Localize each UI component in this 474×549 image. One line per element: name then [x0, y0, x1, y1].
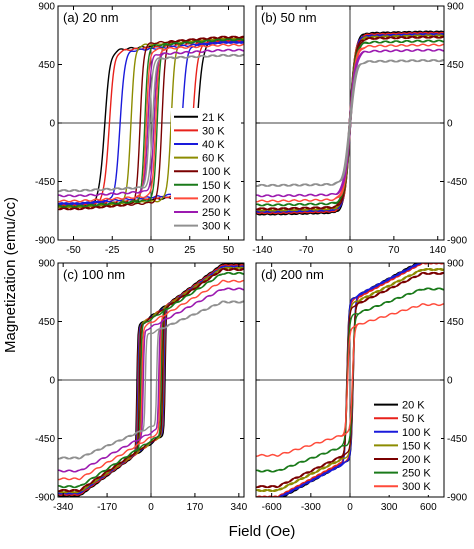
y-tick-label: 0 [447, 376, 453, 387]
x-tick-label: 70 [388, 245, 400, 256]
series-line-s4 [256, 35, 444, 211]
shared-x-axis-label: Field (Oe) [229, 523, 296, 540]
x-tick-label: 340 [230, 502, 247, 513]
panel-title: (d) 200 nm [261, 267, 324, 282]
panel-title: (a) 20 nm [63, 10, 119, 25]
x-tick-label: 0 [148, 502, 154, 513]
curves [256, 263, 444, 497]
series-line-100k [258, 263, 443, 497]
curves [58, 35, 244, 211]
x-tick-label: -170 [97, 502, 117, 513]
y-tick-label: 450 [447, 60, 464, 71]
y-tick-label: -450 [35, 434, 55, 445]
legend-label: 300 K [202, 221, 231, 233]
legend-label: 150 K [202, 180, 231, 192]
series-line-s5 [256, 39, 444, 207]
panel-4: -600 -300 0 300 600 -900 -450 0 450 900 (d) 200 nm… [255, 259, 467, 513]
legend-label: 50 K [402, 413, 425, 425]
x-tick-label: -25 [105, 245, 120, 256]
y-tick-label: 0 [49, 119, 55, 130]
series-line-s4 [58, 268, 244, 492]
legend-label: 150 K [402, 440, 431, 452]
y-tick-label: 900 [447, 2, 464, 13]
y-tick-label: -450 [35, 177, 55, 188]
y-tick-label: 450 [38, 60, 55, 71]
series-line-300k [58, 53, 244, 193]
x-tick-label: 600 [420, 502, 437, 513]
series-line-100k [58, 35, 244, 211]
x-tick-label: 0 [347, 502, 353, 513]
y-tick-label: -900 [447, 493, 467, 504]
legend-label: 100 K [202, 166, 231, 178]
x-tick-label: -140 [252, 245, 272, 256]
x-tick-label: 0 [347, 245, 353, 256]
panel-3: -340 -170 0 170 340 -900 -450 0 450 900 (c) 100 nm [35, 259, 248, 514]
legend-label: 300 K [402, 481, 431, 493]
y-tick-label: 900 [38, 259, 55, 270]
x-tick-label: -600 [262, 502, 282, 513]
y-tick-label: -900 [35, 493, 55, 504]
panel-2: -140 -70 0 70 140-900 -450 0 450 900 (b) 50 nm [252, 2, 467, 257]
series-line-s6 [256, 43, 444, 203]
panel-title: (b) 50 nm [261, 10, 317, 25]
y-tick-label: 0 [447, 119, 453, 130]
series-line-s6 [58, 279, 244, 481]
x-tick-label: 0 [148, 245, 154, 256]
legend-label: 250 K [202, 207, 231, 219]
legend-label: 250 K [402, 468, 431, 480]
series-line-150k [58, 38, 244, 208]
y-tick-label: -900 [35, 236, 55, 247]
series-line-200k [58, 43, 244, 203]
x-tick-label: 170 [187, 502, 204, 513]
y-tick-label: 900 [38, 2, 55, 13]
legend-label: 100 K [402, 427, 431, 439]
x-tick-label: 140 [429, 245, 446, 256]
x-tick-label: 25 [184, 245, 196, 256]
curves [256, 30, 444, 216]
series-line-40k [58, 40, 244, 206]
series-line-250k [256, 287, 444, 473]
legend-label: 200 K [202, 193, 231, 205]
x-tick-label: -300 [301, 502, 321, 513]
y-tick-label: -450 [447, 177, 467, 188]
series-line-250k [58, 48, 244, 198]
x-tick-label: 50 [223, 245, 235, 256]
x-tick-label: -50 [66, 245, 81, 256]
legend-label: 40 K [202, 139, 225, 151]
curves [58, 263, 244, 497]
series-line-s5 [58, 271, 244, 489]
x-tick-label: -340 [53, 502, 73, 513]
panel-title: (c) 100 nm [63, 267, 125, 282]
legend-label: 60 K [202, 153, 225, 165]
x-tick-label: -70 [299, 245, 314, 256]
legend-label: 30 K [202, 125, 225, 137]
series-line-s7 [58, 287, 244, 473]
series-line-300k [256, 303, 444, 457]
y-tick-label: 450 [447, 317, 464, 328]
x-tick-label: 300 [381, 502, 398, 513]
legend-label: 21 K [202, 112, 225, 124]
legend-label: 20 K [402, 400, 425, 412]
series-line-s8 [58, 300, 244, 460]
series-line-150k [256, 268, 444, 492]
y-tick-label: -450 [447, 434, 467, 445]
y-tick-label: -900 [447, 236, 467, 247]
series-line-200k [256, 271, 444, 489]
shared-y-axis-label: Magnetization (emu/cc) [2, 197, 19, 353]
legend-label: 200 K [402, 454, 431, 466]
series-line-s7 [256, 48, 444, 198]
y-tick-label: 0 [49, 376, 55, 387]
y-tick-label: 450 [38, 317, 55, 328]
series-line-s8 [256, 59, 444, 187]
y-tick-label: 900 [447, 259, 464, 270]
